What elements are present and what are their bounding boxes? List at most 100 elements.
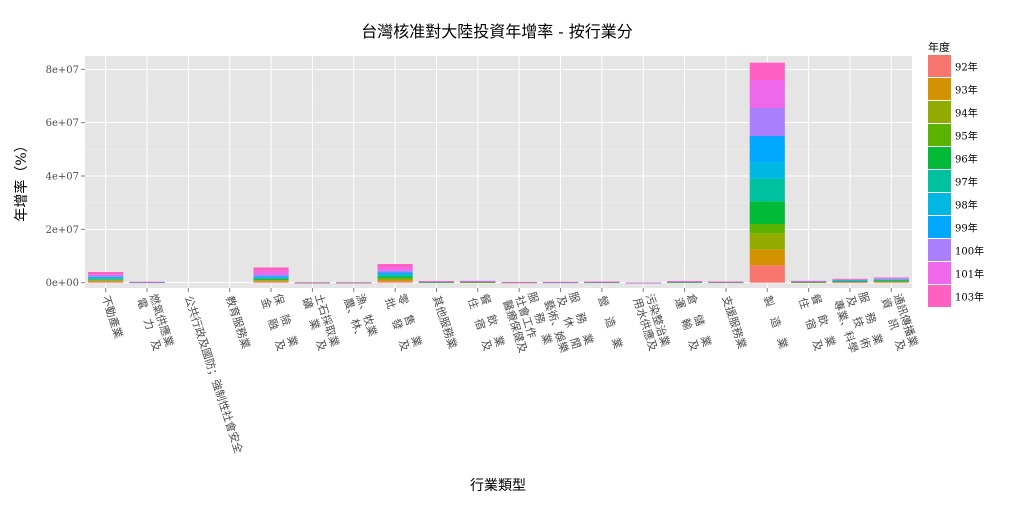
x-axis-title: 行業類型	[470, 478, 526, 494]
x-tick-label: 用水供應及污染整治業	[630, 292, 673, 353]
legend-label: 98年	[955, 199, 978, 212]
x-tick-label: 支援服務業	[719, 294, 749, 351]
bar-segment	[253, 277, 289, 279]
bar-segment	[253, 280, 289, 281]
legend-swatch	[928, 101, 951, 123]
bar-segment	[873, 279, 909, 280]
bar-segment	[791, 280, 827, 282]
bar-segment	[88, 275, 124, 277]
legend-swatch	[928, 124, 951, 146]
x-tick-label: 批 發 及零 售 業	[382, 292, 425, 353]
bar-segment	[749, 108, 785, 136]
legend-swatch	[928, 193, 951, 215]
bar-segment	[88, 279, 124, 280]
bar-segment	[88, 277, 124, 279]
bar-segment	[832, 282, 868, 283]
x-tick-label: 農、林、漁、牧業	[341, 292, 380, 342]
bar-segment	[377, 274, 413, 276]
legend-title: 年度	[928, 40, 950, 54]
bar-segment	[873, 280, 909, 282]
bar-segment	[377, 278, 413, 280]
bar-segment	[253, 280, 289, 282]
grid-lines	[85, 56, 912, 288]
bar-segment	[377, 270, 413, 273]
bar-segment	[749, 136, 785, 163]
bar-segment	[418, 281, 455, 282]
legend-label: 97年	[955, 176, 978, 189]
bar-segment	[88, 276, 124, 278]
bar-segment	[832, 280, 868, 282]
bar-segment	[460, 280, 496, 282]
legend-label: 93年	[955, 84, 978, 97]
bar-segment	[873, 280, 909, 282]
plot-panel	[85, 56, 912, 288]
bar-segment	[873, 277, 909, 279]
legend-swatch	[928, 147, 951, 169]
bar-segment	[129, 281, 165, 283]
bar-segment	[873, 280, 909, 281]
bar-segment	[542, 281, 579, 283]
legend-swatch	[928, 216, 951, 238]
bar-segment	[584, 281, 620, 283]
bar-segment	[749, 178, 785, 202]
x-tick-label: 專業、科學及 技 術服 務 業	[831, 290, 886, 355]
x-tick-label: 藝術、娛樂及 休 閒服 務 業	[541, 290, 596, 355]
legend: 年度 92年 93年 94年 95年 96年 97年 98年 99年 100年 101年 103年	[928, 40, 984, 307]
legend-swatch	[928, 170, 951, 192]
legend-label: 94年	[955, 107, 978, 120]
x-tick-label: 資 訊 及通訊傳播業	[878, 292, 921, 353]
x-tick-label: 運 輸 及倉 儲 業	[672, 292, 715, 353]
bar-segment	[873, 282, 909, 283]
bar-segment	[377, 272, 413, 275]
bar-segment	[377, 280, 413, 282]
bar-segment	[88, 272, 124, 275]
bar-segment	[832, 279, 868, 280]
x-tick-label: 教育服務業	[223, 294, 253, 351]
bar-segment	[377, 267, 413, 271]
legend-label: 96年	[955, 153, 978, 166]
bar-segment	[749, 233, 785, 250]
legend-swatch	[928, 239, 951, 261]
legend-label: 101年	[955, 268, 984, 281]
bar-segment	[377, 281, 413, 283]
y-tick-label: 8e+07	[46, 65, 79, 76]
bar-segment	[377, 277, 413, 279]
bar-segment	[832, 278, 868, 280]
x-tick-label: 其他服務業	[430, 294, 460, 351]
bar-segment	[873, 281, 909, 282]
y-tick-label: 6e+07	[46, 118, 79, 129]
bar-segment	[253, 281, 289, 283]
bar-segment	[625, 282, 661, 284]
x-tick-label: 金 融 及保 險 業	[258, 292, 301, 353]
bar-segment	[253, 279, 289, 281]
bar-segment	[294, 282, 330, 283]
bar-segment	[501, 281, 537, 283]
x-tick-label: 電 力 及燃氣供應業	[134, 292, 177, 353]
bar-segment	[749, 265, 785, 283]
legend-swatch	[928, 262, 951, 284]
legend-swatch	[928, 55, 951, 77]
bar-segment	[253, 276, 289, 278]
y-tick-label: 0e+00	[46, 278, 79, 289]
y-tick-label: 2e+07	[46, 225, 79, 236]
bar-segment	[88, 280, 124, 282]
bar-segment	[253, 274, 289, 277]
bar-segment	[832, 280, 868, 281]
legend-label: 99年	[955, 222, 978, 235]
bar-segment	[88, 281, 124, 283]
bar-segment	[749, 249, 785, 266]
bar-segment	[377, 275, 413, 277]
bar-segment	[749, 224, 785, 234]
legend-label: 103年	[955, 291, 984, 304]
y-axis-title: 年增率（%）	[13, 138, 30, 221]
bar-segment	[749, 62, 785, 80]
bar-segment	[253, 270, 289, 275]
legend-label: 100年	[955, 245, 984, 258]
bar-segment	[253, 278, 289, 280]
bar-segment	[336, 282, 372, 283]
legend-swatch	[928, 78, 951, 100]
y-tick-label: 4e+07	[46, 172, 79, 183]
bar-segment	[873, 279, 909, 281]
bar-segment	[832, 279, 868, 281]
